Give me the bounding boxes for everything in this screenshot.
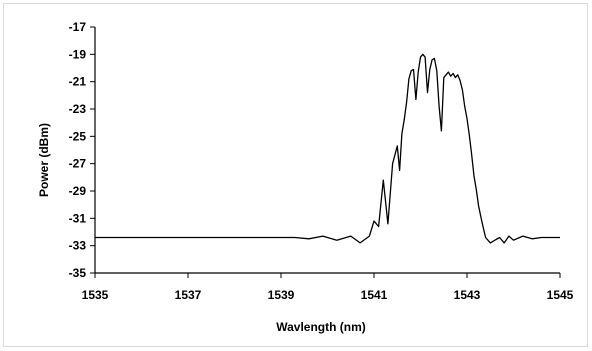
- tick-labels: -35 -33 -31 -29 -27 -25 -23 -21 -19 -17 1535 1537 15…: [69, 20, 574, 302]
- y-tick-label: -23: [69, 102, 87, 116]
- x-tick-label: 1543: [454, 288, 481, 302]
- x-axis-title: Wavlength (nm): [276, 320, 366, 334]
- y-tick-label: -19: [69, 47, 87, 61]
- y-tick-label: -35: [69, 266, 87, 280]
- x-tick-label: 1541: [361, 288, 388, 302]
- x-tick-label: 1545: [547, 288, 574, 302]
- x-tick-label: 1535: [82, 288, 109, 302]
- y-axis-title: Power (dBm): [37, 123, 51, 197]
- axes: [94, 27, 560, 274]
- power-spectrum-line: [95, 53, 560, 244]
- x-tick-label: 1539: [268, 288, 295, 302]
- y-tick-label: -33: [69, 239, 87, 253]
- y-tick-label: -31: [69, 211, 87, 225]
- y-tick-label: -21: [69, 75, 87, 89]
- tick-marks: [90, 26, 561, 278]
- y-tick-label: -29: [69, 184, 87, 198]
- y-tick-label: -27: [69, 157, 87, 171]
- y-tick-label: -25: [69, 129, 87, 143]
- x-tick-label: 1537: [175, 288, 202, 302]
- chart-frame: [3, 3, 588, 347]
- y-tick-label: -17: [69, 20, 87, 34]
